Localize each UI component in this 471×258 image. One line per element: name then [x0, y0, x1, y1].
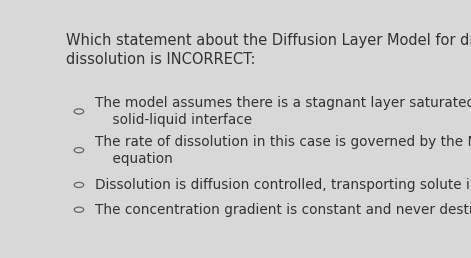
- Text: Dissolution is diffusion controlled, transporting solute into the bulk: Dissolution is diffusion controlled, tra…: [95, 178, 471, 192]
- Text: The rate of dissolution in this case is governed by the Noyes-Whitney
    equati: The rate of dissolution in this case is …: [95, 134, 471, 166]
- Text: Which statement about the Diffusion Layer Model for drug
dissolution is INCORREC: Which statement about the Diffusion Laye…: [66, 33, 471, 67]
- Text: The model assumes there is a stagnant layer saturated with drug at the
    solid: The model assumes there is a stagnant la…: [95, 96, 471, 127]
- Text: The concentration gradient is constant and never destroyed: The concentration gradient is constant a…: [95, 203, 471, 217]
